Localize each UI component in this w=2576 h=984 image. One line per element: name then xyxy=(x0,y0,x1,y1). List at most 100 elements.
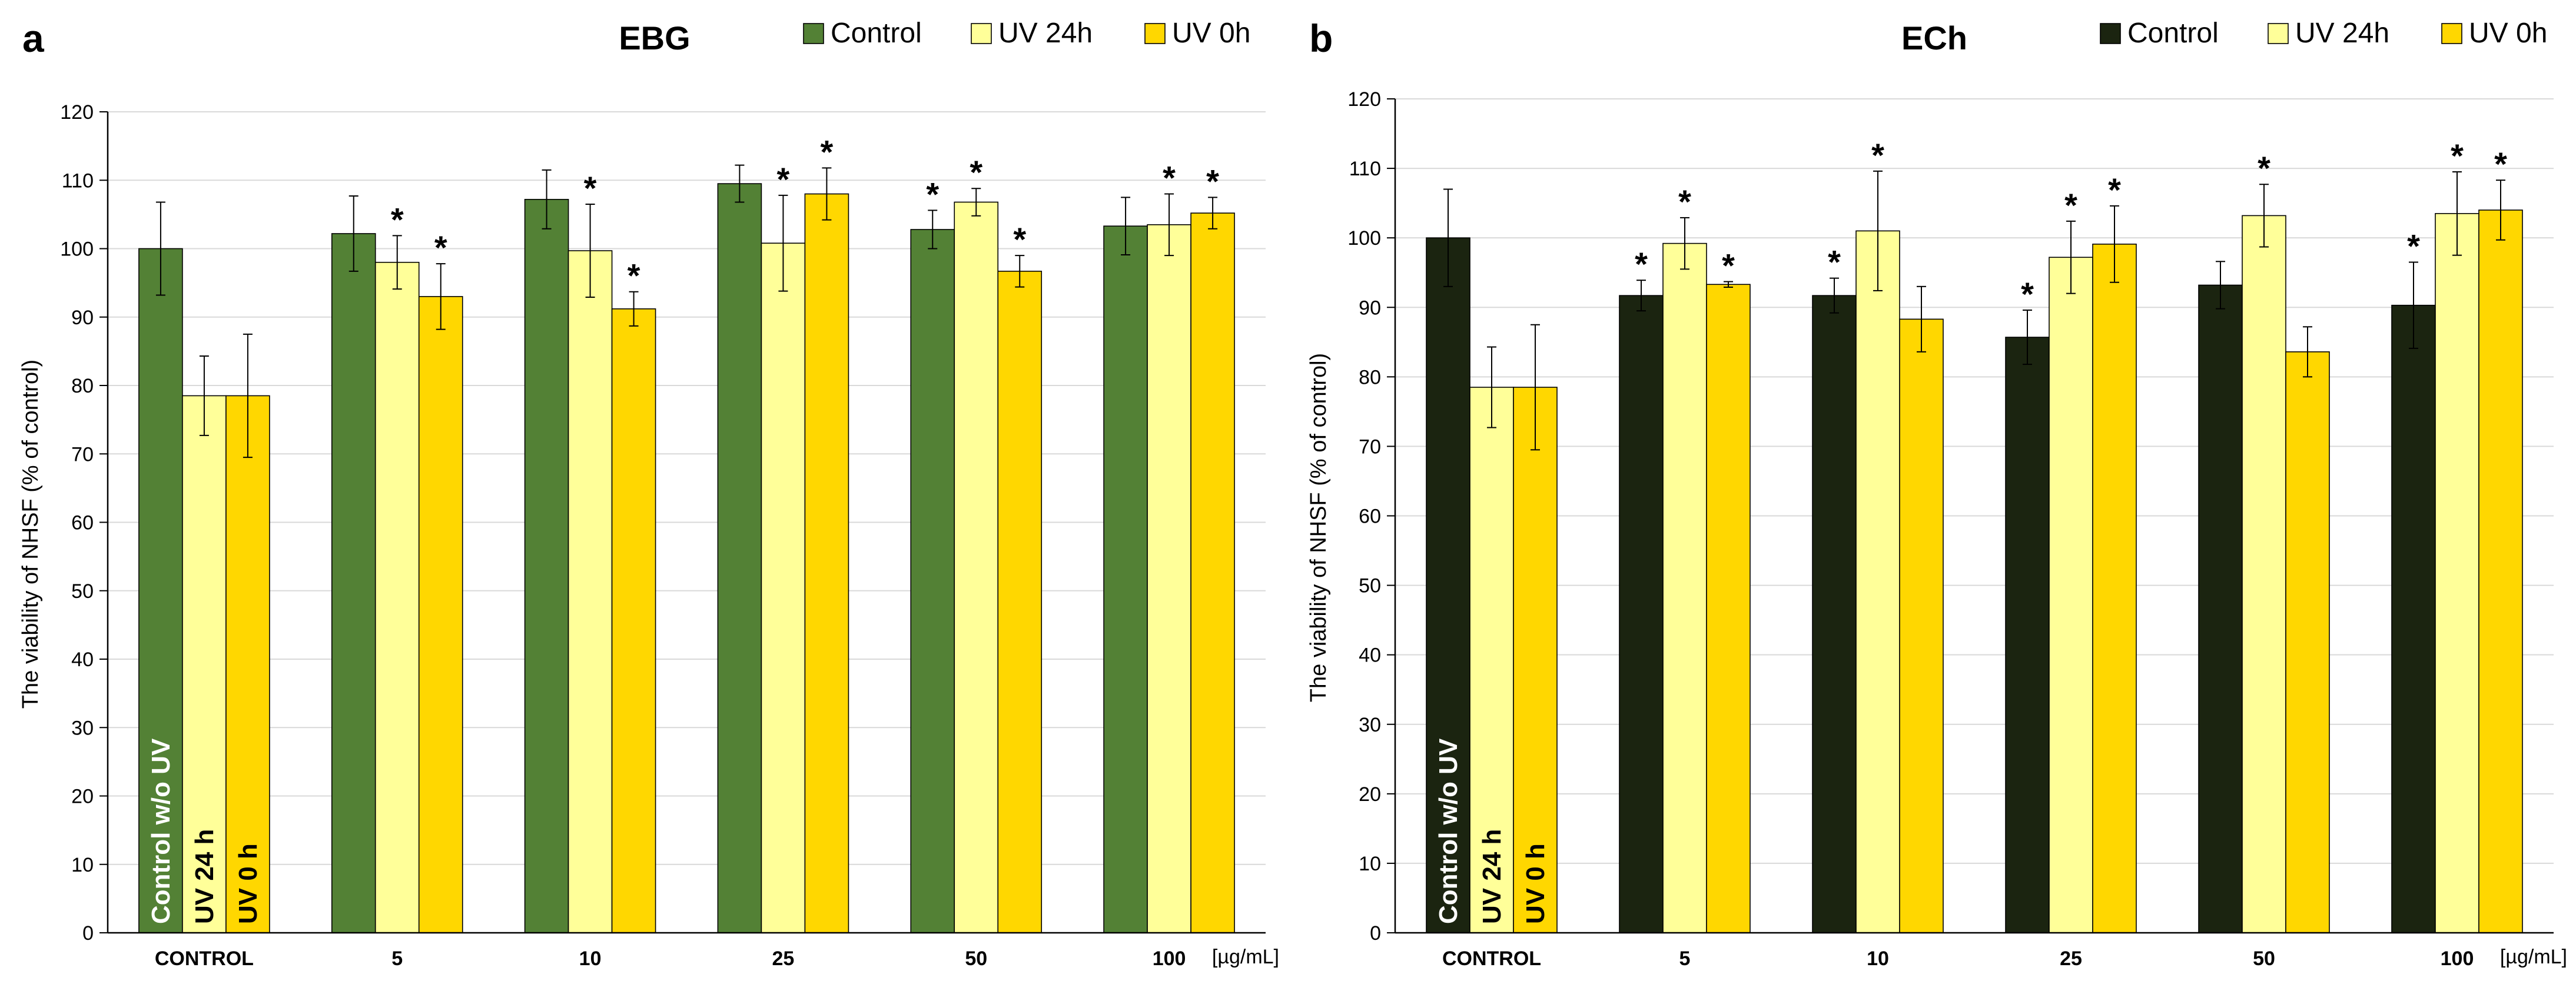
significance-star: * xyxy=(970,154,982,191)
y-tick-label: 50 xyxy=(1359,575,1381,597)
x-tick-label: 5 xyxy=(1679,948,1691,970)
significance-star: * xyxy=(2064,187,2077,224)
bar-ebg-uv0h-5 xyxy=(418,296,463,933)
x-tick-label: 100 xyxy=(1153,948,1186,970)
x-tick-label: 50 xyxy=(965,948,987,970)
y-tick-label: 20 xyxy=(71,786,94,808)
legend-swatch xyxy=(1144,23,1166,44)
bar-ebg-control-25 xyxy=(717,183,762,933)
chart-svg-ech: 0 10 20 30 40 50 60 70 80 90 100 110 120 The viabilit… xyxy=(1306,16,2567,970)
significance-star: * xyxy=(2451,137,2464,174)
y-axis-label: The viability of NHSF (% of control) xyxy=(1306,353,1331,702)
significance-star: * xyxy=(391,201,404,238)
significance-star: * xyxy=(434,229,447,266)
control-bar-label: UV 24 h xyxy=(1478,829,1506,924)
x-tick-label: CONTROL xyxy=(155,948,254,970)
y-tick-label: 10 xyxy=(1359,853,1381,875)
bar-ech-uv24h-25 xyxy=(2049,257,2093,933)
y-tick-label: 110 xyxy=(1349,158,1381,180)
x-tick-label: 10 xyxy=(579,948,602,970)
y-tick-label: 90 xyxy=(71,307,94,329)
control-bar-label: UV 0 h xyxy=(1521,843,1550,924)
significance-star: * xyxy=(2021,275,2034,313)
bar-ech-uv0h-100 xyxy=(2478,210,2523,933)
bar-ech-uv24h-100 xyxy=(2435,213,2479,933)
control-bar-label: UV 24 h xyxy=(190,829,219,924)
y-tick-label: 80 xyxy=(71,375,94,397)
significance-star: * xyxy=(1722,247,1735,284)
legend-swatch xyxy=(2100,23,2121,44)
y-tick-label: 40 xyxy=(1359,644,1381,667)
legend-label: Control xyxy=(831,18,922,49)
significance-star: * xyxy=(2108,171,2121,208)
bar-ech-uv24h-5 xyxy=(1662,242,1707,933)
significance-star: * xyxy=(2407,227,2420,264)
bar-ebg-control-50 xyxy=(910,229,955,933)
panel-letter: a xyxy=(22,16,45,60)
bar-ech-uv0h-5 xyxy=(1706,284,1751,933)
legend-swatch xyxy=(2268,23,2289,44)
significance-star: * xyxy=(628,257,640,294)
y-tick-label: 100 xyxy=(60,238,94,261)
significance-star: * xyxy=(584,169,597,207)
x-tick-label: 25 xyxy=(772,948,795,970)
significance-star: * xyxy=(2258,149,2270,187)
y-tick-label: 120 xyxy=(60,101,94,124)
significance-star: * xyxy=(1013,221,1026,258)
y-tick-label: 70 xyxy=(71,443,94,466)
y-tick-label: 110 xyxy=(62,169,94,192)
chart-title: ECh xyxy=(1901,19,1967,56)
control-bar-label: UV 0 h xyxy=(234,843,263,924)
significance-star: * xyxy=(821,133,834,170)
legend-label: UV 0h xyxy=(2469,18,2547,49)
legend-label: UV 24h xyxy=(2295,18,2389,49)
y-tick-label: 20 xyxy=(1359,783,1381,806)
bar-ebg-uv0h-10 xyxy=(611,308,656,933)
control-bar-label: Control w/o UV xyxy=(147,738,175,924)
bar-ebg-uv24h-control xyxy=(182,395,227,933)
y-tick-label: 60 xyxy=(71,512,94,534)
bar-ech-control-50 xyxy=(2198,284,2243,933)
y-tick-label: 100 xyxy=(1347,227,1381,250)
bar-ebg-uv24h-25 xyxy=(761,242,806,933)
legend-label: UV 0h xyxy=(1172,18,1250,49)
chart-svg-ebg: 0 10 20 30 40 50 60 70 80 90 100 110 120 The viabilit… xyxy=(18,16,1279,970)
legend-label: UV 24h xyxy=(998,18,1093,49)
significance-star: * xyxy=(777,161,790,198)
chart-title: EBG xyxy=(619,19,690,56)
bar-ech-uv24h-50 xyxy=(2242,215,2286,933)
bar-ebg-control-5 xyxy=(331,233,376,933)
x-tick-label: 5 xyxy=(391,948,403,970)
significance-star: * xyxy=(1206,162,1219,200)
bar-ebg-control-10 xyxy=(524,198,569,933)
chart-panel-ech: 0 10 20 30 40 50 60 70 80 90 100 110 120 The viabilit… xyxy=(1288,0,2576,984)
y-tick-label: 0 xyxy=(1370,922,1381,945)
y-tick-label: 40 xyxy=(71,649,94,671)
y-tick-label: 30 xyxy=(1359,714,1381,736)
significance-star: * xyxy=(1163,159,1176,197)
y-tick-label: 80 xyxy=(1359,366,1381,388)
significance-star: * xyxy=(926,175,939,212)
x-tick-label: 50 xyxy=(2253,948,2275,970)
x-tick-label: 10 xyxy=(1867,948,1889,970)
significance-star: * xyxy=(1871,137,1884,174)
bar-ech-control-10 xyxy=(1812,295,1857,933)
significance-star: * xyxy=(2494,145,2507,182)
x-tick-label: 100 xyxy=(2441,948,2474,970)
legend-label: Control xyxy=(2127,18,2219,49)
panel-letter: b xyxy=(1309,16,1333,60)
bar-ebg-uv24h-50 xyxy=(954,201,999,933)
bar-ech-uv0h-50 xyxy=(2285,351,2330,933)
x-tick-label: 25 xyxy=(2060,948,2082,970)
y-tick-label: 10 xyxy=(71,854,94,876)
y-tick-label: 70 xyxy=(1359,436,1381,458)
legend-swatch xyxy=(803,23,824,44)
y-tick-label: 120 xyxy=(1347,88,1381,111)
y-tick-label: 0 xyxy=(82,922,94,945)
y-tick-label: 30 xyxy=(71,717,94,739)
significance-star: * xyxy=(1635,245,1648,282)
bar-ech-uv0h-10 xyxy=(1899,318,1944,933)
y-tick-label: 90 xyxy=(1359,297,1381,319)
bar-ech-uv24h-10 xyxy=(1855,230,1900,933)
significance-star: * xyxy=(1678,183,1691,220)
